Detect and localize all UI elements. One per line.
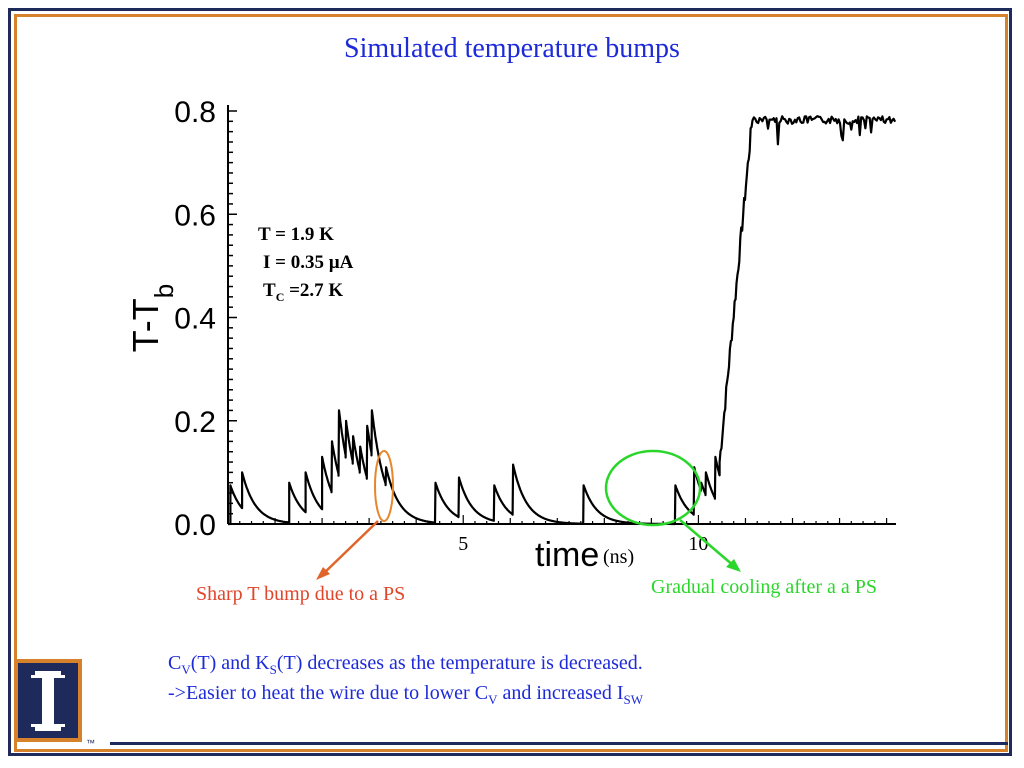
note2-isw-sub: SW xyxy=(623,692,644,707)
param-current: I = 0.35 µA xyxy=(263,252,354,273)
note2-easier: ->Easier to heat the wire due to lower C xyxy=(168,682,489,704)
y-tick-label: 0.2 xyxy=(174,406,216,439)
y-tick-label: 0.6 xyxy=(174,199,216,232)
cooling-arrow-line xyxy=(679,519,735,567)
gradual-cooling-annotation: Gradual cooling after a a PS xyxy=(651,576,878,598)
param-temperature: T = 1.9 K xyxy=(258,224,334,245)
slide-frame-outer xyxy=(8,8,1012,756)
cooling-highlight-ellipse xyxy=(604,449,702,527)
slide-title: Simulated temperature bumps xyxy=(344,33,680,64)
temperature-series-line xyxy=(227,115,897,526)
cooling-arrow-head xyxy=(726,559,741,572)
x-tick-label: 5 xyxy=(458,533,468,555)
note1-ks-sub: S xyxy=(269,662,277,677)
note-line-1: CV(T) and KS(T) decreases as the tempera… xyxy=(168,652,643,678)
y-axis-label: T-Tb xyxy=(125,284,179,352)
param-tc-value: =2.7 K xyxy=(284,280,344,301)
sharp-bump-arrow-head xyxy=(316,567,330,580)
note1-rest: (T) decreases as the temperature is decr… xyxy=(276,652,643,674)
note1-ks: (T) and K xyxy=(190,652,270,674)
note-line-2: ->Easier to heat the wire due to lower C… xyxy=(168,682,643,708)
trademark-mark: ™ xyxy=(86,738,95,748)
x-axis-label: time xyxy=(535,536,600,574)
note1-cv: C xyxy=(168,652,182,674)
y-tick-label: 0.4 xyxy=(174,303,216,336)
param-critical-temperature: TC =2.7 K xyxy=(263,280,343,305)
sharp-bump-highlight-ellipse xyxy=(374,450,394,522)
note1-cv-sub: V xyxy=(181,662,191,677)
logo-column-icon xyxy=(31,671,65,731)
y-tick-label: 0.0 xyxy=(174,509,216,542)
x-axis-unit: (ns) xyxy=(603,546,635,568)
sharp-bump-annotation: Sharp T bump due to a PS xyxy=(196,583,406,605)
note2-isw: and increased I xyxy=(497,682,624,704)
param-tc-subscript: C xyxy=(275,289,285,304)
university-logo xyxy=(14,659,82,742)
slide-frame-inner xyxy=(14,14,1008,752)
y-tick-label: 0.8 xyxy=(174,96,216,129)
param-tc-symbol: T xyxy=(263,280,276,301)
note2-cv-sub: V xyxy=(488,692,498,707)
sharp-bump-arrow-line xyxy=(321,520,379,576)
logo-background xyxy=(18,663,78,738)
logo-rule xyxy=(110,742,1008,745)
